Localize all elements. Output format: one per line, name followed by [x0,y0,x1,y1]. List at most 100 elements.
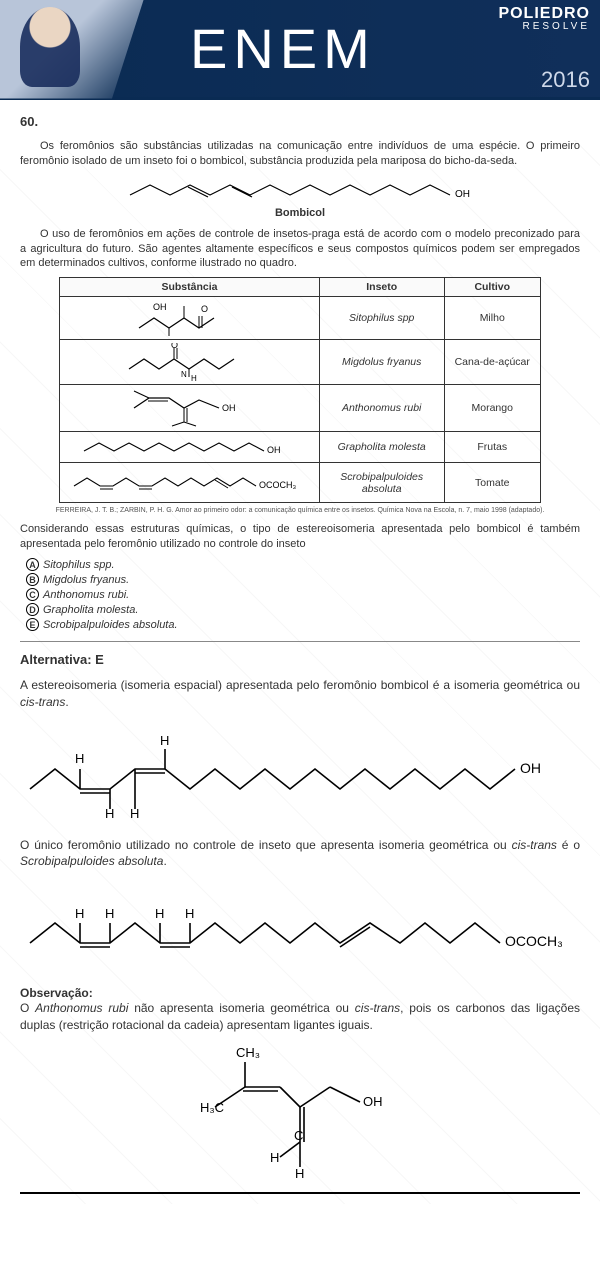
crop-cell: Morango [444,385,540,432]
banner-year: 2016 [541,67,590,93]
svg-text:H: H [155,906,164,921]
crop-cell: Frutas [444,432,540,463]
alt-key: D [26,603,39,616]
svg-text:OH: OH [267,445,281,455]
scrobi-detailed: H H H H OCOCH₃ [20,878,580,968]
table-row: OH Grapholita molesta Frutas [60,432,541,463]
exp2-em: cis-trans [512,838,557,852]
svg-text:H: H [191,374,197,381]
crop-cell: Milho [444,297,540,340]
insect-cell: Sitophilus spp [319,297,444,340]
bombicol-caption: Bombicol [20,207,580,219]
crop-cell: Cana-de-açúcar [444,340,540,385]
svg-text:H: H [75,751,84,766]
alt-text: Migdolus fryanus. [43,574,129,586]
banner-title: ENEM [190,16,376,81]
exp1-em: cis-trans [20,695,65,709]
structure-cell: OCOCH₃ [60,463,320,503]
svg-text:OH: OH [363,1094,383,1109]
exp2-em2: Scrobipalpuloides absoluta [20,854,163,868]
banner-photo [0,0,160,99]
alt-text: Scrobipalpuloides absoluta. [43,619,178,631]
bombicol-structure: OH [20,175,580,205]
alt-e: E Scrobipalpuloides absoluta. [26,618,580,631]
obs-pre: O [20,1001,35,1015]
brand-sub: RESOLVE [498,22,590,32]
table-row: OH O Sitophilus spp Milho [60,297,541,340]
svg-text:H₃C: H₃C [200,1100,224,1115]
exp2-mid: é o [557,838,580,852]
question-para1: Os feromônios são substâncias utilizadas… [20,139,580,169]
svg-text:H: H [270,1150,279,1165]
alt-key: E [26,618,39,631]
explanation-1: A estereoisomeria (isomeria espacial) ap… [20,677,580,711]
svg-text:H: H [75,906,84,921]
alt-key: B [26,573,39,586]
observation-title: Observação: [20,986,580,1000]
svg-text:O: O [171,343,178,350]
alt-key: C [26,588,39,601]
svg-text:N: N [181,370,187,379]
explanation-2: O único feromônio utilizado no controle … [20,837,580,871]
separator [20,641,580,642]
alt-text: Sitophilus spp. [43,559,115,571]
insect-cell: Scrobipalpuloides absoluta [319,463,444,503]
svg-text:H: H [105,806,114,819]
exp1-post: . [65,695,68,709]
structure-cell: OH [60,432,320,463]
svg-text:H: H [105,906,114,921]
svg-text:OH: OH [153,302,167,312]
anthonomus-detailed: H₃C CH₃ H C H OH [20,1042,580,1182]
question-number: 60. [20,114,580,129]
alt-d: D Grapholita molesta. [26,603,580,616]
svg-text:OH: OH [222,403,236,413]
alt-a: A Sitophilus spp. [26,558,580,571]
th-crop: Cultivo [444,278,540,297]
banner: ENEM POLIEDRO RESOLVE 2016 [0,0,600,100]
content: 60. Os feromônios são substâncias utiliz… [0,100,600,1204]
svg-text:C: C [294,1128,303,1143]
svg-text:CH₃: CH₃ [236,1045,260,1060]
table-row: OCOCH₃ Scrobipalpuloides absoluta Tomate [60,463,541,503]
bombicol-detailed: H H H H OH [20,719,580,819]
alt-text: Grapholita molesta. [43,604,138,616]
question-para2: O uso de feromônios em ações de controle… [20,227,580,272]
table-row: O N H Migdolus fryanus Cana-de-açúcar [60,340,541,385]
insect-cell: Migdolus fryanus [319,340,444,385]
insect-cell: Anthonomus rubi [319,385,444,432]
svg-text:H: H [295,1166,304,1181]
svg-text:H: H [130,806,139,819]
table-row: OH Anthonomus rubi Morango [60,385,541,432]
question-prompt: Considerando essas estruturas químicas, … [20,522,580,552]
th-insect: Inseto [319,278,444,297]
crop-cell: Tomate [444,463,540,503]
insect-cell: Grapholita molesta [319,432,444,463]
alt-b: B Migdolus fryanus. [26,573,580,586]
structure-cell: OH O [60,297,320,340]
observation-text: O Anthonomus rubi não apresenta isomeria… [20,1000,580,1034]
exp2-pre: O único feromônio utilizado no controle … [20,838,512,852]
alt-c: C Anthonomus rubi. [26,588,580,601]
pheromone-table: Substância Inseto Cultivo OH O [59,277,541,503]
structure-cell: OH [60,385,320,432]
svg-text:H: H [185,906,194,921]
alt-text: Anthonomus rubi. [43,589,129,601]
bombicol-oh: OH [455,189,470,200]
obs-mid: não apresenta isomeria geométrica ou [128,1001,354,1015]
brand-main: POLIEDRO [498,5,590,22]
th-substance: Substância [60,278,320,297]
svg-text:OCOCH₃: OCOCH₃ [505,933,563,949]
exp1-pre: A estereoisomeria (isomeria espacial) ap… [20,678,580,692]
structure-cell: O N H [60,340,320,385]
source-citation: FERREIRA, J. T. B.; ZARBIN, P. H. G. Amo… [20,507,580,514]
alt-key: A [26,558,39,571]
obs-em2: cis-trans [355,1001,400,1015]
svg-text:OH: OH [520,760,541,776]
svg-text:H: H [160,733,169,748]
answer-label: Alternativa: E [20,652,580,667]
obs-em: Anthonomus rubi [35,1001,128,1015]
svg-text:O: O [201,304,208,314]
footer-rule [20,1192,580,1194]
brand-block: POLIEDRO RESOLVE [498,6,590,32]
svg-text:OCOCH₃: OCOCH₃ [259,480,296,490]
